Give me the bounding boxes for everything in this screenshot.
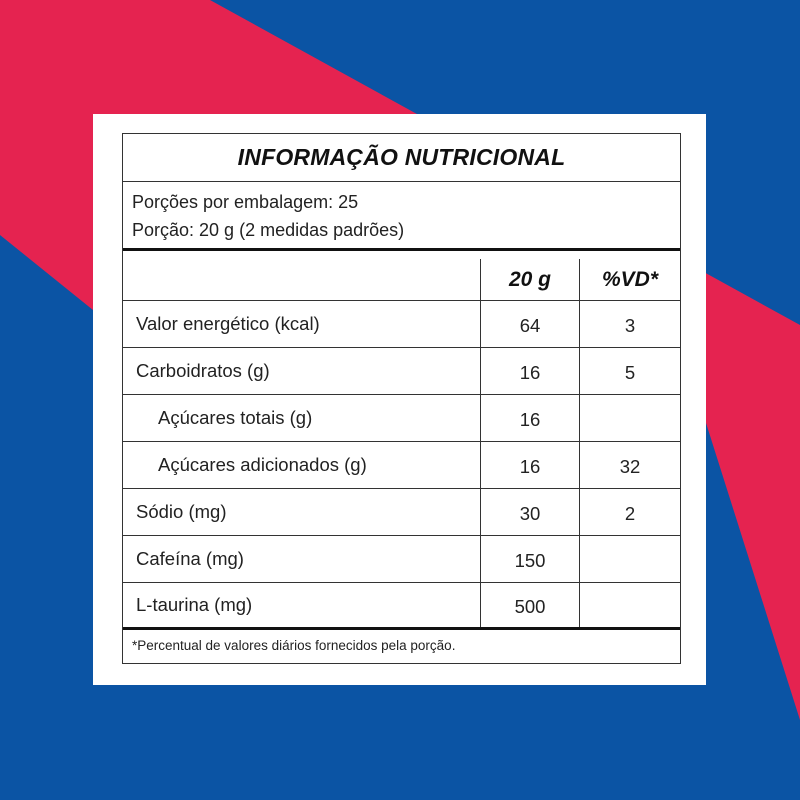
nutrient-amount: 16 [480,442,579,488]
column-header-amount: 20 g [480,259,579,301]
nutrient-label: Carboidratos (g) [136,360,270,381]
nutrient-label: L-taurina (mg) [136,594,253,615]
column-header-dv: %VD* [579,259,680,301]
table-row: Açúcares adicionados (g) 16 32 [123,442,680,489]
servings-info: Porções por embalagem: 25 Porção: 20 g (… [123,182,680,251]
nutrient-amount: 64 [480,301,579,347]
nutrient-label: Valor energético (kcal) [136,313,320,334]
nutrient-dv [579,536,680,582]
portion-size: Porção: 20 g (2 medidas padrões) [132,220,405,240]
header-row: 20 g %VD* [123,254,680,301]
table-row: Sódio (mg) 30 2 [123,489,680,536]
nutrient-dv: 2 [579,489,680,535]
nutrient-amount: 16 [480,348,579,394]
nutrient-dv: 3 [579,301,680,347]
nutrient-label: Açúcares adicionados (g) [158,454,367,475]
nutrient-amount: 30 [480,489,579,535]
table-title: INFORMAÇÃO NUTRICIONAL [123,134,680,182]
table-row: Carboidratos (g) 16 5 [123,348,680,395]
table-row: Açúcares totais (g) 16 [123,395,680,442]
nutrient-amount: 500 [480,583,579,627]
nutrient-label: Sódio (mg) [136,501,227,522]
nutrient-amount: 16 [480,395,579,441]
nutrient-dv: 5 [579,348,680,394]
footnote: *Percentual de valores diários fornecido… [132,637,456,653]
nutrient-dv [579,583,680,627]
nutrient-label: Açúcares totais (g) [158,407,313,428]
nutrient-grid: 20 g %VD* Valor energético (kcal) 64 3 C… [123,254,680,630]
table-row: L-taurina (mg) 500 [123,583,680,630]
nutrient-dv [579,395,680,441]
table-row: Cafeína (mg) 150 [123,536,680,583]
table-row: Valor energético (kcal) 64 3 [123,301,680,348]
nutrient-amount: 150 [480,536,579,582]
nutrition-table: INFORMAÇÃO NUTRICIONAL Porções por embal… [122,133,681,664]
servings-per-package: Porções por embalagem: 25 [132,192,359,212]
nutrient-label: Cafeína (mg) [136,548,244,569]
nutrition-card: INFORMAÇÃO NUTRICIONAL Porções por embal… [93,114,706,685]
nutrient-dv: 32 [579,442,680,488]
